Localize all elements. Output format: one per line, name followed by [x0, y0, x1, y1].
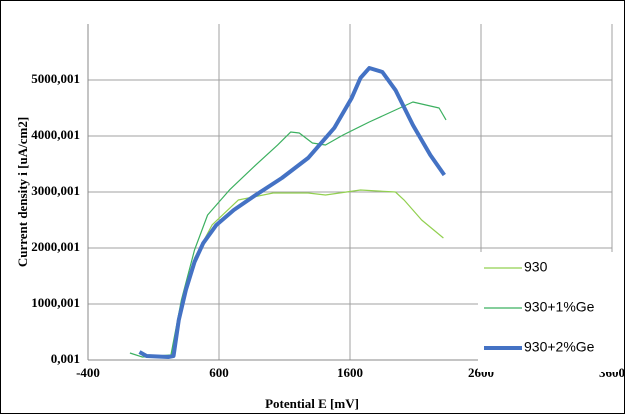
y-tick-label: 1000,001: [31, 295, 80, 310]
series-line: [138, 66, 446, 359]
x-tick-label: 600: [209, 365, 229, 380]
legend-label: 930+1%Ge: [524, 299, 595, 315]
y-tick-label: 0,001: [51, 351, 80, 366]
x-tick-label: -400: [76, 365, 100, 380]
y-tick-label: 4000,001: [31, 127, 80, 142]
y-tick-label: 2000,001: [31, 239, 80, 254]
legend-label: 930+2%Ge: [524, 339, 595, 355]
x-tick-label: 1600: [337, 365, 363, 380]
y-tick-label: 5000,001: [31, 71, 80, 86]
legend-box: [478, 252, 618, 372]
y-axis-title: Current density i [uA/cm2]: [15, 117, 30, 267]
legend-label: 930: [524, 259, 548, 275]
x-axis-title: Potential E [mV]: [265, 396, 359, 411]
y-tick-label: 3000,001: [31, 183, 80, 198]
